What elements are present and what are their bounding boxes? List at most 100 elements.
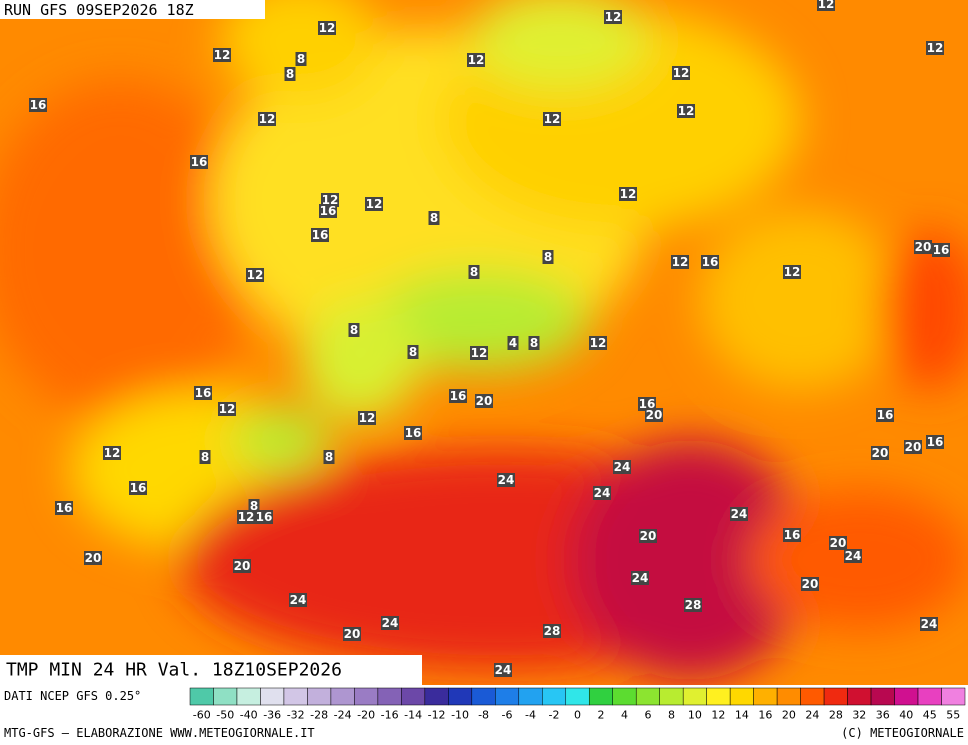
colorbar-swatch bbox=[588, 687, 613, 706]
temp-label: 12 bbox=[605, 10, 622, 24]
temp-label: 8 bbox=[297, 52, 305, 66]
colorbar-swatch bbox=[542, 687, 567, 706]
temp-label: 12 bbox=[818, 0, 835, 11]
colorbar-tick-label: -8 bbox=[478, 709, 489, 722]
temp-label: 24 bbox=[614, 460, 631, 474]
label-box bbox=[407, 345, 419, 359]
colorbar-swatch bbox=[377, 687, 402, 706]
colorbar-tick-label: -40 bbox=[240, 709, 258, 722]
colorbar-swatch bbox=[917, 687, 942, 706]
colorbar-tick-label: 2 bbox=[597, 709, 604, 722]
temp-label: 16 bbox=[191, 155, 208, 169]
temp-label: 12 bbox=[927, 41, 944, 55]
label-box bbox=[103, 446, 121, 460]
label-box bbox=[213, 48, 231, 62]
colorbar-tick-label: 55 bbox=[946, 709, 960, 722]
temp-label: 24 bbox=[495, 663, 512, 677]
colorbar-swatch bbox=[894, 687, 919, 706]
label-box bbox=[701, 255, 719, 269]
colorbar-swatch bbox=[448, 687, 473, 706]
temp-label: 8 bbox=[530, 336, 538, 350]
temp-label: 16 bbox=[130, 481, 147, 495]
colorbar-tick-label: -6 bbox=[502, 709, 513, 722]
temp-label: 20 bbox=[802, 577, 819, 591]
colorbar-swatch bbox=[283, 687, 308, 706]
label-box bbox=[475, 394, 493, 408]
colorbar-tick-label: 6 bbox=[644, 709, 651, 722]
temp-label: 12 bbox=[104, 446, 121, 460]
temp-label: 12 bbox=[471, 346, 488, 360]
temp-label: 12 bbox=[219, 402, 236, 416]
label-box bbox=[343, 627, 361, 641]
colorbar-tick-label: -14 bbox=[404, 709, 422, 722]
colorbar-swatch bbox=[706, 687, 731, 706]
header-box bbox=[0, 0, 265, 19]
colorbar-swatch bbox=[189, 687, 214, 706]
temp-label: 16 bbox=[933, 243, 950, 257]
temp-label: 12 bbox=[620, 187, 637, 201]
temp-label: 8 bbox=[201, 450, 209, 464]
temp-label: 16 bbox=[450, 389, 467, 403]
colorbar: -60 -50 -40 -36 -32 -28 -24 -20 -16 -14 -12 -10 -8 -6… bbox=[189, 687, 966, 722]
temp-label: 16 bbox=[877, 408, 894, 422]
label-box bbox=[190, 155, 208, 169]
colorbar-swatch bbox=[236, 687, 261, 706]
label-box bbox=[876, 408, 894, 422]
label-box bbox=[801, 577, 819, 591]
label-box bbox=[507, 336, 519, 350]
colorbar-swatch bbox=[682, 687, 707, 706]
label-box bbox=[593, 486, 611, 500]
label-box bbox=[129, 481, 147, 495]
colorbar-swatch bbox=[307, 687, 332, 706]
temp-label: 16 bbox=[312, 228, 329, 242]
temp-label: 12 bbox=[238, 510, 255, 524]
temp-label: 20 bbox=[344, 627, 361, 641]
colorbar-tick-label: -60 bbox=[193, 709, 211, 722]
temp-label: 20 bbox=[640, 529, 657, 543]
temp-label: 16 bbox=[639, 397, 656, 411]
label-box bbox=[194, 386, 212, 400]
colorbar-tick-label: -2 bbox=[549, 709, 560, 722]
colorbar-tick-label: 10 bbox=[688, 709, 702, 722]
title-box bbox=[0, 655, 422, 685]
temp-label: 20 bbox=[85, 551, 102, 565]
map-title: TMP MIN 24 HR Val. 18Z10SEP2026 bbox=[6, 660, 342, 681]
label-box bbox=[543, 112, 561, 126]
temp-label: 8 bbox=[409, 345, 417, 359]
label-box bbox=[542, 250, 554, 264]
run-label: RUN GFS 09SEP2026 18Z bbox=[4, 1, 194, 19]
temp-label: 12 bbox=[673, 66, 690, 80]
label-box bbox=[319, 204, 337, 218]
colorbar-tick-label: -16 bbox=[381, 709, 399, 722]
temp-label: 20 bbox=[830, 536, 847, 550]
colorbar-tick-label: -4 bbox=[525, 709, 536, 722]
temp-label: 24 bbox=[498, 473, 515, 487]
label-box bbox=[926, 41, 944, 55]
colorbar-swatch bbox=[870, 687, 895, 706]
colorbar-tick-label: 4 bbox=[621, 709, 628, 722]
label-box bbox=[233, 559, 251, 573]
temp-label: 24 bbox=[845, 549, 862, 563]
colorbar-tick-label: -36 bbox=[263, 709, 281, 722]
temp-label: 24 bbox=[382, 616, 399, 630]
colorbar-tick-label: -32 bbox=[287, 709, 305, 722]
colorbar-tick-label: 12 bbox=[711, 709, 725, 722]
label-box bbox=[528, 336, 540, 350]
temp-label: 24 bbox=[290, 593, 307, 607]
temp-label: 8 bbox=[286, 67, 294, 81]
label-box bbox=[671, 255, 689, 269]
colorbar-swatch bbox=[659, 687, 684, 706]
colorbar-tick-label: -10 bbox=[451, 709, 469, 722]
colorbar-swatch bbox=[495, 687, 520, 706]
colorbar-tick-label: -50 bbox=[216, 709, 234, 722]
label-box bbox=[318, 21, 336, 35]
label-box bbox=[323, 450, 335, 464]
temp-label: 12 bbox=[366, 197, 383, 211]
label-box bbox=[497, 473, 515, 487]
label-box bbox=[365, 197, 383, 211]
temp-label: 8 bbox=[430, 211, 438, 225]
label-box bbox=[844, 549, 862, 563]
colorbar-tick-label: 40 bbox=[899, 709, 913, 722]
